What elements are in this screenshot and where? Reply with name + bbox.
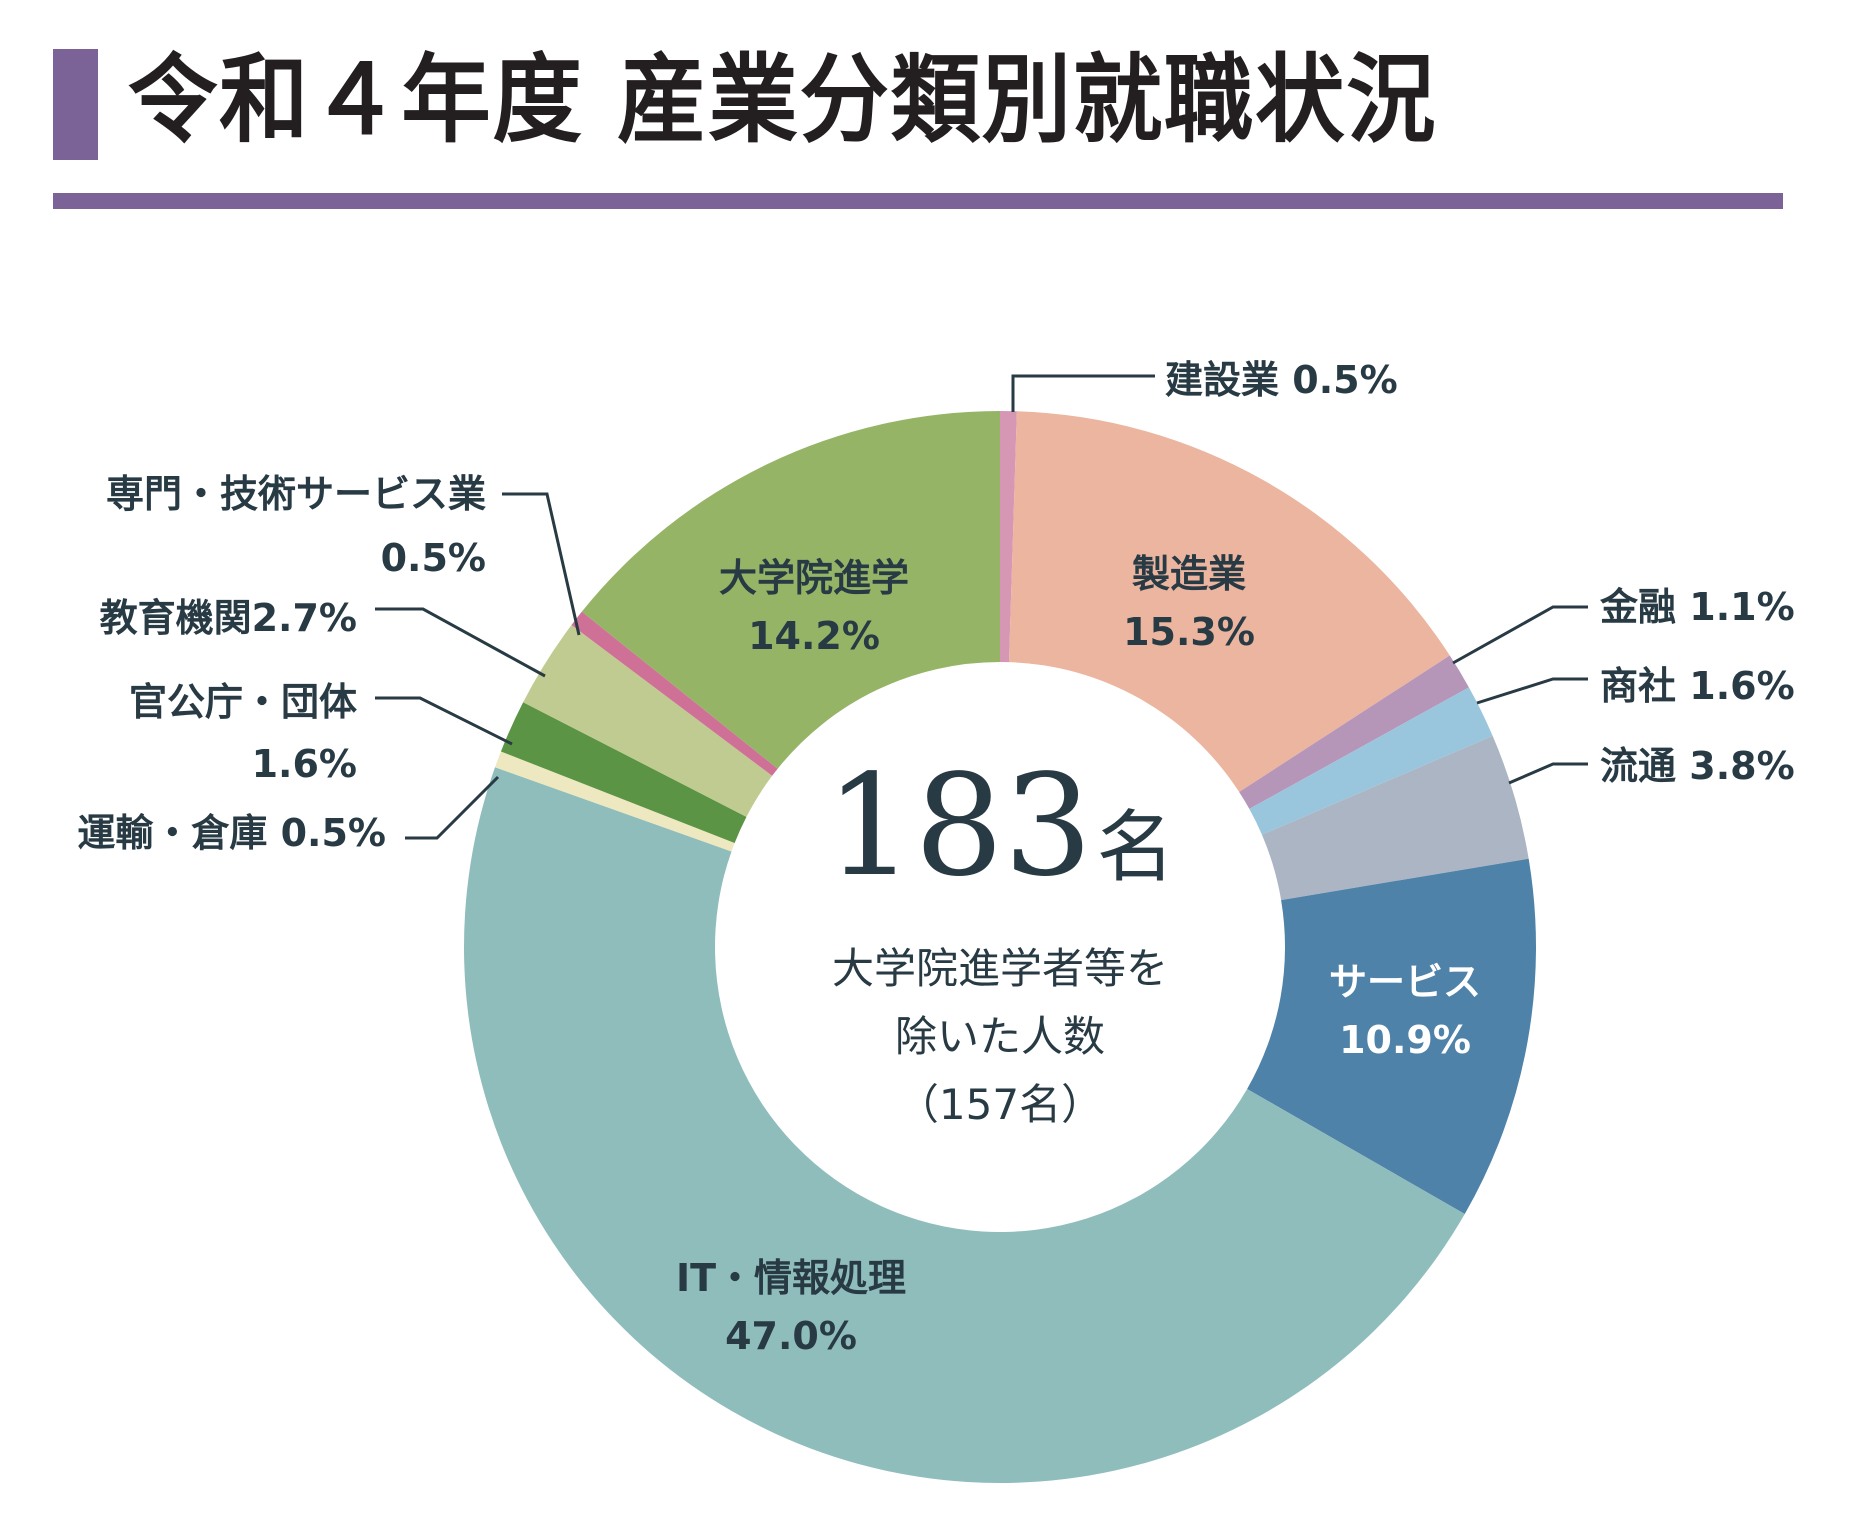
donut-slice	[1000, 411, 1017, 663]
leader-line-distribution	[1508, 762, 1588, 785]
label-education-name: 教育機関	[99, 596, 252, 640]
label-education: 教育機関2.7%	[100, 596, 357, 640]
leader-line-transport	[405, 775, 500, 840]
donut-slice	[571, 611, 778, 776]
label-distribution: 流通 3.8%	[1600, 744, 1795, 788]
label-professional: 専門・技術サービス業 0.5%	[106, 472, 486, 580]
label-government: 官公庁・団体 1.6%	[129, 680, 357, 786]
label-manufacturing-name: 製造業	[1131, 552, 1246, 596]
center-note-line3: （157名）	[896, 1080, 1104, 1129]
donut-slices	[464, 410, 1536, 1483]
donut-slice	[495, 751, 735, 852]
label-it-name: IT・情報処理	[675, 1256, 907, 1300]
label-government-value: 1.6%	[251, 742, 357, 786]
center-note: 大学院進学者等を 除いた人数 （157名）	[715, 935, 1285, 1139]
donut-slice	[581, 410, 1000, 769]
leader-line-government	[375, 696, 513, 746]
label-service-name: サービス	[1328, 960, 1481, 1004]
label-transport: 運輸・倉庫 0.5%	[77, 811, 386, 855]
label-finance: 金融 1.1%	[1600, 585, 1795, 629]
label-government-name: 官公庁・団体	[128, 680, 357, 724]
center-total-value: 183	[825, 745, 1093, 908]
leader-line-construction	[1011, 374, 1155, 412]
label-grad-school-name: 大学院進学	[718, 556, 909, 600]
label-transport-name: 運輸・倉庫	[77, 811, 268, 855]
label-it-value: 47.0%	[725, 1314, 857, 1358]
label-finance-value: 1.1%	[1689, 585, 1795, 629]
label-transport-value: 0.5%	[280, 811, 386, 855]
label-grad-school-value: 14.2%	[748, 614, 880, 658]
label-professional-name: 専門・技術サービス業	[105, 472, 486, 516]
page-title: 令和４年度 産業分類別就職状況	[128, 40, 1437, 160]
label-distribution-value: 3.8%	[1689, 744, 1795, 788]
leader-line-finance	[1452, 605, 1588, 665]
label-distribution-name: 流通	[1600, 744, 1677, 788]
label-service-value: 10.9%	[1339, 1018, 1471, 1062]
label-grad-school: 大学院進学 14.2%	[684, 549, 944, 665]
label-manufacturing: 製造業 15.3%	[1089, 545, 1289, 661]
title-year: 令和４年度	[128, 44, 584, 156]
title-underline	[53, 193, 1783, 209]
donut-slice	[1247, 858, 1536, 1215]
leader-line-professional	[502, 492, 581, 636]
label-trading: 商社 1.6%	[1600, 664, 1795, 708]
label-education-value: 2.7%	[251, 596, 357, 640]
label-finance-name: 金融	[1600, 585, 1677, 629]
label-service: サービス 10.9%	[1300, 953, 1510, 1069]
donut-slice	[1239, 655, 1469, 809]
label-manufacturing-value: 15.3%	[1123, 610, 1255, 654]
label-construction: 建設業 0.5%	[1165, 358, 1398, 402]
donut-slice	[523, 625, 773, 817]
center-note-line2: 除いた人数	[894, 1012, 1105, 1061]
leader-line-trading	[1476, 677, 1588, 705]
donut-slice	[1261, 735, 1529, 901]
title-main: 産業分類別就職状況	[617, 44, 1438, 156]
donut-slice	[464, 767, 1465, 1483]
donut-slice	[1249, 687, 1493, 835]
donut-slice	[500, 702, 747, 844]
center-note-line1: 大学院進学者等を	[831, 944, 1168, 993]
center-total: 183名	[715, 752, 1285, 923]
label-it: IT・情報処理 47.0%	[641, 1249, 941, 1365]
label-trading-value: 1.6%	[1689, 664, 1795, 708]
title-accent-bar	[53, 49, 98, 160]
center-total-unit: 名	[1096, 803, 1175, 893]
label-trading-name: 商社	[1600, 664, 1677, 708]
leader-lines	[375, 374, 1588, 840]
label-construction-value: 0.5%	[1292, 358, 1398, 402]
label-professional-value: 0.5%	[380, 536, 486, 580]
donut-slice	[1008, 411, 1450, 792]
label-construction-name: 建設業	[1165, 358, 1280, 402]
leader-line-education	[375, 607, 546, 678]
